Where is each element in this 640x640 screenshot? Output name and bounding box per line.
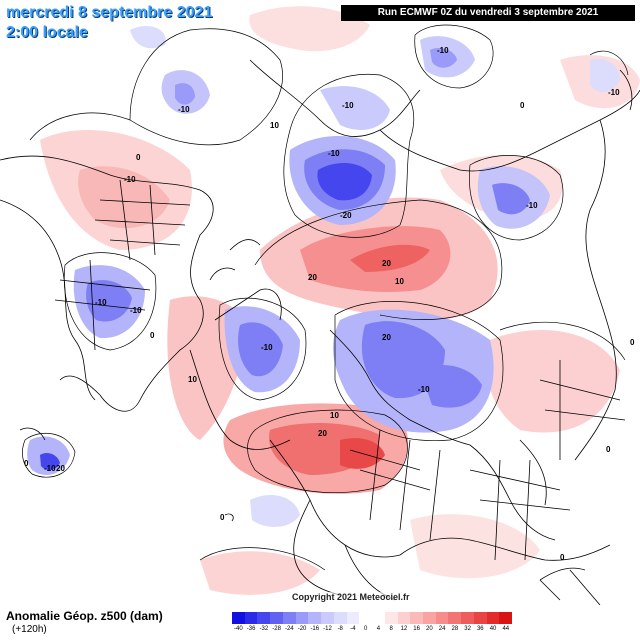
contour-label: 20 [308, 273, 317, 282]
legend-tick: 4 [376, 626, 381, 632]
legend-tick: -40 [234, 626, 243, 632]
contour-label: -10 [130, 306, 142, 315]
contour-label: -10 [44, 464, 56, 473]
contour-label: 20 [382, 333, 391, 342]
legend-swatch [244, 612, 258, 624]
legend-swatch [423, 612, 436, 624]
legend-swatch [257, 612, 271, 624]
legend-swatch [282, 612, 296, 624]
legend-tick: 24 [438, 626, 446, 632]
legend-swatch [499, 612, 513, 624]
legend-swatch [346, 612, 360, 624]
contour-label: 10 [330, 411, 339, 420]
legend-tick: -20 [297, 626, 307, 632]
model-run-label: Run ECMWF 0Z du vendredi 3 septembre 202… [341, 5, 635, 21]
legend-tick: 16 [413, 626, 420, 632]
contour-label: 10 [270, 121, 279, 130]
anomaly-map: -10 -10 -10 -10 -20 -10 -10 0 10 0 10 20… [0, 6, 640, 605]
contour-label: -10 [342, 101, 354, 110]
contour-label: -10 [418, 385, 430, 394]
legend-tick: -28 [272, 626, 281, 632]
contour-label: 0 [606, 445, 611, 454]
legend-tick: 40 [489, 626, 497, 632]
anomaly-contours [22, 24, 629, 571]
legend-tick: -36 [246, 626, 256, 632]
legend-tick: -12 [323, 626, 332, 632]
negative-anomaly-areas [27, 25, 620, 527]
legend-swatch [308, 612, 322, 624]
contour-label: 10 [188, 375, 197, 384]
legend-swatch [486, 612, 500, 624]
legend-tick: 12 [400, 626, 408, 632]
contour-label: -10 [261, 343, 273, 352]
contour-label: -10 [526, 201, 538, 210]
legend-tick: 0 [364, 626, 368, 632]
legend-color-scale [232, 612, 513, 624]
contour-label: -10 [608, 88, 620, 97]
contour-label: 20 [56, 464, 65, 473]
variable-label: Anomalie Géop. z500 (dam) [6, 609, 163, 623]
legend-tick: 28 [451, 626, 459, 632]
contour-label: 20 [318, 429, 327, 438]
legend-tick: -8 [337, 626, 343, 632]
contour-label: -10 [178, 105, 190, 114]
legend-swatch [232, 612, 245, 624]
legend-tick: -16 [310, 626, 320, 632]
contour-label: 10 [395, 277, 404, 286]
legend-swatch [461, 612, 474, 624]
contour-label: -10 [328, 149, 340, 158]
lead-time-label: (+120h) [12, 624, 47, 635]
contour-label: -20 [340, 211, 352, 220]
legend-tick-labels: -40 -36 -32 -28 -24 -20 -16 -12 -8 -4 0 4 8 12 16 20 24 2… [232, 624, 512, 634]
legend-swatch [410, 612, 424, 624]
legend-swatch [295, 612, 309, 624]
forecast-time: 2:00 locale [6, 24, 88, 41]
legend-tick: -24 [284, 626, 294, 632]
legend-swatch [448, 612, 462, 624]
legend-swatch [397, 612, 411, 624]
legend-tick: 36 [476, 626, 484, 632]
legend-swatch [473, 612, 487, 624]
contour-label: 0 [560, 553, 565, 562]
contour-label: 0 [520, 101, 525, 110]
legend-tick: -4 [350, 626, 356, 632]
contour-label: -10 [95, 298, 107, 307]
contour-label: 20 [382, 259, 391, 268]
copyright: Copyright 2021 Meteociel.fr [290, 592, 412, 602]
legend-swatch [435, 612, 449, 624]
contour-label: 0 [220, 513, 225, 522]
legend-tick: 20 [426, 626, 433, 632]
contour-label: 0 [150, 331, 155, 340]
contour-label: -10 [124, 175, 136, 184]
legend-swatch [372, 612, 385, 624]
contour-label: 0 [24, 459, 29, 468]
forecast-date: mercredi 8 septembre 2021 [6, 4, 213, 21]
legend-tick: 44 [502, 626, 510, 632]
legend-tick: -32 [259, 626, 269, 632]
legend-swatch [270, 612, 283, 624]
contour-labels: -10 -10 -10 -10 -20 -10 -10 0 10 0 10 20… [24, 46, 635, 562]
legend-swatch [384, 612, 398, 624]
contour-label: 0 [136, 153, 141, 162]
color-legend: -40 -36 -32 -28 -24 -20 -16 -12 -8 -4 0 4 8 12 16 20 24 2… [232, 612, 513, 636]
legend-swatch [321, 612, 334, 624]
legend-swatch [359, 612, 373, 624]
legend-tick: 8 [389, 626, 393, 632]
contour-label: 0 [630, 338, 635, 347]
legend-swatch [333, 612, 347, 624]
legend-tick: 32 [464, 626, 471, 632]
contour-label: -10 [437, 46, 449, 55]
